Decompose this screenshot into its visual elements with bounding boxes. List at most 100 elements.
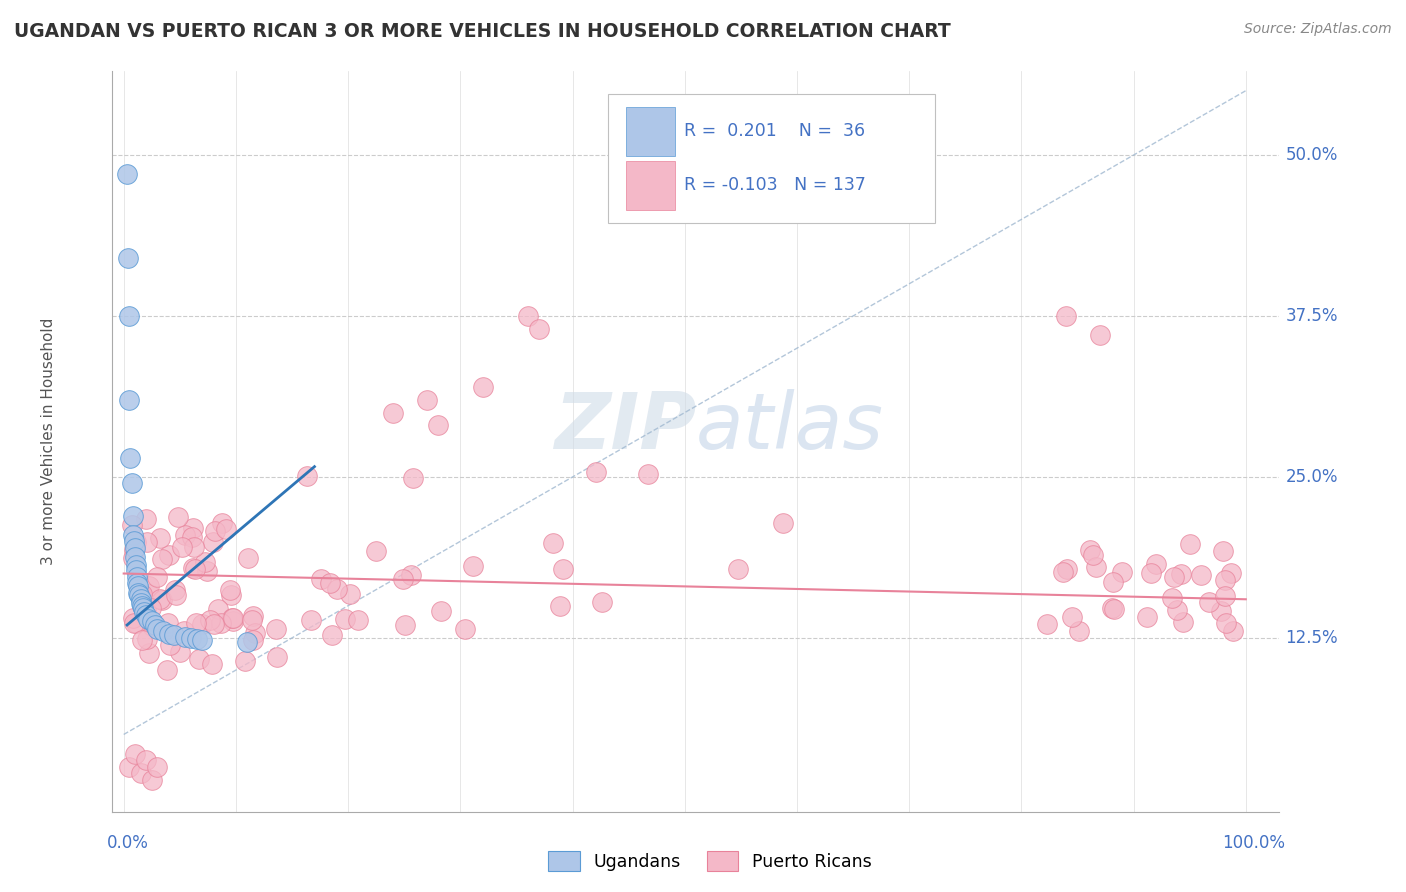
Point [401,471,423,485]
Text: 50.0%: 50.0% [1285,146,1337,164]
Point [326,582,349,596]
Point [146,759,169,773]
Point [146,570,169,584]
Point [392,572,415,586]
Point [163,628,186,642]
Point [1198,595,1220,609]
Point [132,601,155,615]
Point [394,618,416,632]
Point [1209,604,1232,618]
Point [173,624,195,638]
Point [183,540,205,554]
Text: atlas: atlas [696,389,884,465]
Point [128,588,150,602]
Point [183,521,205,535]
Point [195,564,218,578]
Point [1101,574,1123,589]
Point [129,596,152,610]
Point [1060,610,1083,624]
Point [1078,543,1101,558]
FancyBboxPatch shape [626,161,675,210]
Point [1052,565,1074,579]
Point [585,465,607,479]
Point [454,622,477,636]
Point [135,512,157,526]
Point [1136,610,1159,624]
Point [1213,589,1236,603]
Point [131,587,153,601]
FancyBboxPatch shape [609,94,935,223]
Point [135,603,157,617]
Text: Source: ZipAtlas.com: Source: ZipAtlas.com [1244,22,1392,37]
Point [121,517,143,532]
Point [1054,309,1077,323]
Text: UGANDAN VS PUERTO RICAN 3 OR MORE VEHICLES IN HOUSEHOLD CORRELATION CHART: UGANDAN VS PUERTO RICAN 3 OR MORE VEHICL… [14,22,950,41]
Point [222,611,245,625]
Point [295,469,318,483]
Text: 3 or more Vehicles in Household: 3 or more Vehicles in Household [41,318,56,566]
Point [157,627,180,641]
Point [117,251,139,265]
Point [430,604,453,618]
Point [138,646,160,660]
Point [215,522,238,536]
Point [121,528,143,542]
Point [772,516,794,531]
Point [141,619,163,633]
Point [120,450,142,465]
FancyBboxPatch shape [626,107,675,156]
Text: R = -0.103   N = 137: R = -0.103 N = 137 [685,177,866,194]
Point [426,418,449,433]
Point [319,576,342,591]
Point [138,587,160,601]
Point [127,570,149,584]
Point [1104,602,1126,616]
Point [125,558,148,572]
Point [152,624,174,639]
Point [122,534,145,549]
Point [1067,624,1090,638]
Point [1180,537,1202,551]
Point [124,747,146,761]
Point [124,541,146,555]
Point [1215,615,1237,630]
Point [243,626,266,640]
Point [209,616,232,631]
Point [146,622,169,636]
Point [1111,565,1133,579]
Point [122,611,145,625]
Point [366,543,388,558]
Point [221,611,243,625]
Point [399,568,422,582]
Legend: Ugandans, Puerto Ricans: Ugandans, Puerto Ricans [543,846,877,876]
Point [181,530,204,544]
Point [141,614,163,628]
Point [207,601,229,615]
Point [131,599,153,613]
Point [222,614,245,628]
Point [1088,328,1111,343]
Point [1213,573,1236,587]
Text: 25.0%: 25.0% [1285,468,1337,486]
Point [121,476,143,491]
Point [124,549,146,564]
Point [347,613,370,627]
Point [183,561,205,575]
Point [191,633,214,648]
Point [150,552,173,566]
Point [240,613,263,627]
Point [174,630,197,644]
Point [180,631,202,645]
Point [548,599,571,614]
Point [1084,560,1107,574]
Point [235,654,257,668]
Point [219,588,242,602]
Point [1166,603,1188,617]
Point [124,616,146,631]
Point [186,632,208,647]
Point [1081,548,1104,562]
Point [219,582,242,597]
Point [242,609,264,624]
Point [1163,570,1185,584]
Point [1222,624,1244,638]
